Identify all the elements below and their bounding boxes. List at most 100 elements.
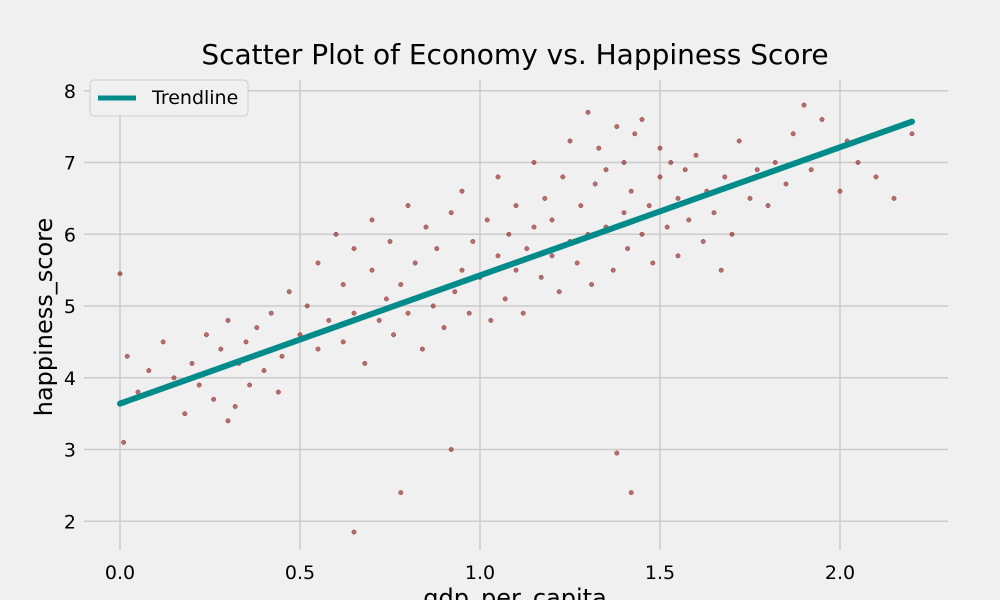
data-point	[340, 339, 346, 345]
data-point	[171, 375, 177, 381]
data-point	[524, 246, 530, 252]
data-point	[855, 160, 861, 165]
data-point	[495, 253, 501, 259]
data-point	[736, 138, 742, 144]
data-point	[124, 353, 130, 359]
data-point	[405, 310, 411, 316]
data-point	[513, 267, 519, 273]
data-point	[470, 239, 476, 244]
y-tick-label: 2	[64, 511, 76, 533]
data-point	[808, 167, 814, 173]
y-axis-label: happiness_score	[30, 218, 58, 417]
data-point	[686, 217, 692, 223]
data-point	[603, 167, 609, 173]
data-point	[506, 231, 512, 237]
data-point	[211, 396, 217, 402]
data-point	[268, 310, 274, 316]
x-axis-label: gdp_per_capita	[423, 584, 607, 600]
data-point	[614, 124, 620, 130]
data-point	[466, 310, 472, 316]
y-tick-label: 6	[64, 224, 76, 246]
data-point	[628, 188, 634, 194]
data-point	[369, 267, 375, 273]
data-point	[484, 217, 490, 223]
data-point	[117, 271, 123, 277]
data-point	[650, 260, 656, 266]
data-point	[592, 181, 598, 187]
data-point	[531, 160, 537, 165]
data-point	[232, 404, 238, 409]
data-point	[448, 210, 454, 216]
x-tick-label: 0.5	[285, 562, 315, 584]
data-point	[146, 368, 152, 374]
data-point	[376, 317, 382, 323]
data-points	[117, 102, 915, 535]
data-point	[747, 195, 753, 201]
data-point	[459, 267, 465, 273]
y-tick-label: 3	[64, 440, 76, 462]
data-point	[589, 282, 595, 287]
data-point	[520, 310, 526, 316]
data-point	[657, 145, 663, 151]
data-point	[369, 217, 375, 223]
data-point	[304, 303, 310, 309]
data-point	[448, 447, 454, 452]
data-point	[560, 174, 566, 180]
data-point	[700, 239, 706, 244]
data-point	[549, 253, 555, 259]
data-point	[261, 368, 267, 374]
data-point	[441, 325, 447, 331]
data-point	[423, 224, 429, 230]
data-point	[891, 195, 897, 201]
data-point	[682, 167, 688, 173]
y-tick-label: 8	[64, 81, 76, 103]
data-point	[722, 174, 728, 180]
data-point	[625, 246, 631, 252]
data-point	[333, 231, 339, 237]
data-point	[488, 317, 494, 323]
data-point	[596, 145, 602, 151]
chart-title: Scatter Plot of Economy vs. Happiness Sc…	[201, 38, 828, 71]
data-point	[398, 282, 404, 287]
data-point	[819, 117, 825, 122]
data-point	[340, 282, 346, 287]
data-point	[121, 439, 127, 445]
data-point	[362, 360, 368, 366]
data-point	[693, 152, 699, 158]
data-point	[754, 167, 760, 173]
data-point	[639, 117, 645, 122]
x-tick-label: 0.0	[105, 562, 135, 584]
data-point	[247, 382, 253, 388]
x-tick-label: 1.5	[645, 562, 675, 584]
data-point	[639, 231, 645, 237]
data-point	[578, 203, 584, 209]
data-point	[502, 296, 508, 302]
data-point	[383, 296, 389, 302]
trendline-layer	[117, 118, 915, 407]
data-point	[286, 289, 292, 295]
data-point	[351, 246, 357, 252]
data-point	[391, 332, 397, 338]
data-point	[434, 246, 440, 252]
data-point	[765, 203, 771, 209]
data-point	[621, 160, 627, 165]
data-point	[801, 102, 807, 108]
data-point	[675, 253, 681, 259]
data-point	[218, 346, 224, 352]
data-point	[873, 174, 879, 180]
data-point	[182, 411, 188, 417]
data-point	[538, 274, 544, 280]
tick-labels: 0.0 0.5 1.0 1.5 2.0 2 3 4 5 6 7 8	[64, 81, 855, 584]
y-tick-label: 4	[64, 368, 76, 390]
data-point	[531, 224, 537, 230]
data-point	[711, 210, 717, 216]
data-point	[225, 317, 231, 323]
data-point	[412, 260, 418, 266]
data-point	[398, 490, 404, 496]
data-point	[614, 450, 620, 456]
data-point	[783, 181, 789, 187]
data-point	[790, 131, 796, 137]
data-point	[657, 174, 663, 180]
data-point	[243, 339, 249, 345]
